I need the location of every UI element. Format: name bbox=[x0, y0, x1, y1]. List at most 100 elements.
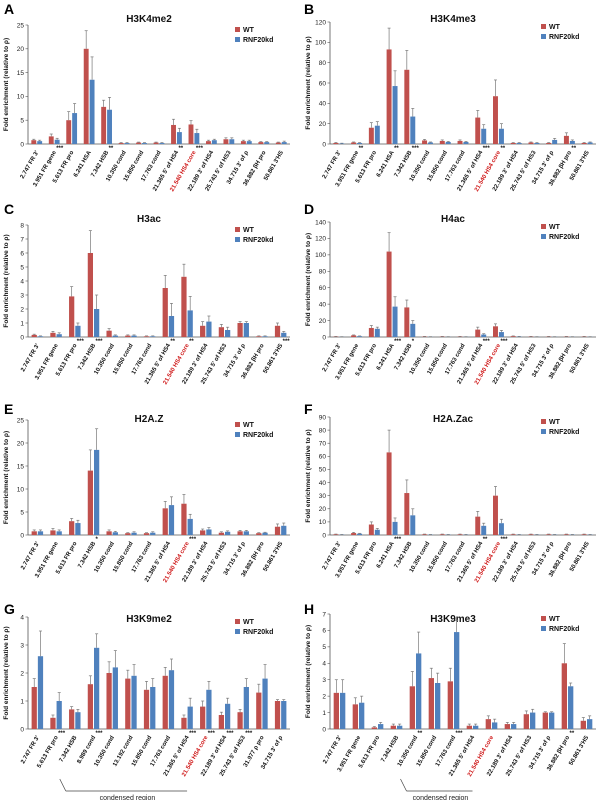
y-tick-label: 2 bbox=[20, 306, 24, 313]
y-tick-label: 20 bbox=[319, 121, 327, 128]
bar-wt bbox=[258, 142, 264, 144]
bar-wt bbox=[83, 48, 89, 144]
bar-rnf20kd bbox=[410, 515, 416, 535]
bar-wt bbox=[580, 720, 586, 729]
legend-entry: RNF20kd bbox=[549, 234, 579, 241]
bar-rnf20kd bbox=[552, 139, 558, 144]
bar-rnf20kd bbox=[72, 113, 78, 144]
panel-letter: B bbox=[304, 1, 314, 17]
y-tick-label: 10 bbox=[17, 94, 25, 101]
y-tick-label: 70 bbox=[319, 441, 327, 448]
bar-wt bbox=[206, 141, 211, 144]
legend-entry: RNF20kd bbox=[549, 626, 579, 633]
bar-wt bbox=[510, 142, 516, 144]
panel-a: A H3K4me2 Fold enrichment (relative to ρ) 0… bbox=[3, 1, 290, 193]
bar-wt bbox=[87, 253, 93, 337]
bar-rnf20kd bbox=[392, 86, 398, 144]
legend-entry: WT bbox=[243, 422, 255, 429]
bar-rnf20kd bbox=[481, 525, 487, 535]
bar-wt bbox=[162, 675, 168, 729]
bar-wt bbox=[188, 124, 194, 144]
y-tick-label: 4 bbox=[322, 661, 326, 668]
bar-rnf20kd bbox=[262, 532, 268, 535]
bar-rnf20kd bbox=[534, 142, 540, 144]
x-tick-label: 50.861 3'HS bbox=[569, 343, 591, 375]
panel-g: G H3K9me2 Fold enrichment (relative to ρ) 0… bbox=[3, 601, 290, 800]
bar-wt bbox=[153, 142, 159, 144]
bar-wt bbox=[50, 717, 56, 729]
y-tick-label: 30 bbox=[319, 493, 327, 500]
bar-wt bbox=[351, 533, 357, 535]
y-tick-label: 15 bbox=[17, 463, 25, 470]
bar-wt bbox=[447, 681, 453, 729]
y-tick-label: 1 bbox=[322, 710, 326, 717]
y-tick-label: 60 bbox=[319, 80, 327, 87]
bar-wt bbox=[409, 686, 415, 729]
bar-rnf20kd bbox=[445, 141, 451, 144]
bar-wt bbox=[143, 336, 150, 337]
significance-mark: *** bbox=[56, 146, 64, 152]
bar-wt bbox=[31, 687, 37, 729]
legend-swatch bbox=[235, 422, 240, 427]
bar-wt bbox=[274, 325, 281, 337]
bar-rnf20kd bbox=[587, 142, 593, 144]
bar-wt bbox=[69, 709, 75, 729]
bracket-line bbox=[59, 778, 67, 792]
bar-wt bbox=[48, 136, 54, 144]
chart-title: H3K4me2 bbox=[126, 14, 172, 25]
x-tick-label: 5.613 FR pro bbox=[55, 541, 78, 575]
chart-title: H3K9me2 bbox=[126, 614, 172, 625]
significance-mark: ** bbox=[571, 146, 576, 152]
bar-wt bbox=[504, 724, 510, 729]
legend-swatch bbox=[541, 24, 546, 29]
bar-wt bbox=[351, 142, 357, 144]
significance-mark: *** bbox=[456, 731, 464, 737]
bar-wt bbox=[493, 495, 498, 535]
bar-wt bbox=[69, 296, 75, 337]
bar-rnf20kd bbox=[56, 334, 62, 337]
significance-mark: ** bbox=[178, 146, 183, 152]
bar-rnf20kd bbox=[206, 529, 212, 535]
y-tick-label: 8 bbox=[20, 222, 24, 229]
x-tick-label: 2.747 FR 3' bbox=[20, 735, 41, 765]
y-tick-label: 20 bbox=[319, 318, 327, 325]
bar-wt bbox=[475, 516, 481, 535]
legend-entry: WT bbox=[549, 224, 561, 231]
bar-wt bbox=[528, 142, 534, 144]
bar-wt bbox=[422, 140, 428, 144]
legend-swatch bbox=[541, 234, 546, 239]
y-tick-label: 0 bbox=[322, 334, 326, 341]
y-tick-label: 4 bbox=[20, 614, 24, 621]
bar-wt bbox=[404, 69, 410, 144]
significance-mark: *** bbox=[483, 339, 491, 345]
y-axis-label: Fold enrichment (relative to ρ) bbox=[305, 429, 312, 522]
bar-wt bbox=[162, 288, 168, 337]
bracket-label: condensed region bbox=[100, 795, 156, 800]
bar-rnf20kd bbox=[587, 719, 593, 729]
y-tick-label: 2 bbox=[322, 693, 326, 700]
legend-swatch bbox=[235, 227, 240, 232]
bar-rnf20kd bbox=[124, 143, 130, 144]
bar-rnf20kd bbox=[243, 531, 249, 535]
y-tick-label: 0 bbox=[20, 334, 24, 341]
bar-wt bbox=[422, 534, 428, 535]
bar-wt bbox=[390, 725, 396, 729]
significance-mark: *** bbox=[196, 146, 204, 152]
y-tick-label: 4 bbox=[20, 278, 24, 285]
significance-mark: ** bbox=[359, 146, 364, 152]
bar-rnf20kd bbox=[397, 725, 403, 729]
bar-wt bbox=[106, 673, 112, 729]
bar-wt bbox=[106, 330, 112, 337]
bar-wt bbox=[181, 717, 187, 729]
bar-rnf20kd bbox=[281, 332, 287, 337]
y-tick-label: 0 bbox=[322, 726, 326, 733]
panel-letter: H bbox=[304, 601, 314, 617]
bar-rnf20kd bbox=[225, 703, 231, 729]
bar-rnf20kd bbox=[225, 330, 231, 337]
bar-wt bbox=[200, 530, 206, 535]
bar-wt bbox=[69, 521, 75, 535]
bar-rnf20kd bbox=[511, 724, 517, 729]
legend-entry: RNF20kd bbox=[243, 237, 273, 244]
legend-swatch bbox=[235, 27, 240, 32]
